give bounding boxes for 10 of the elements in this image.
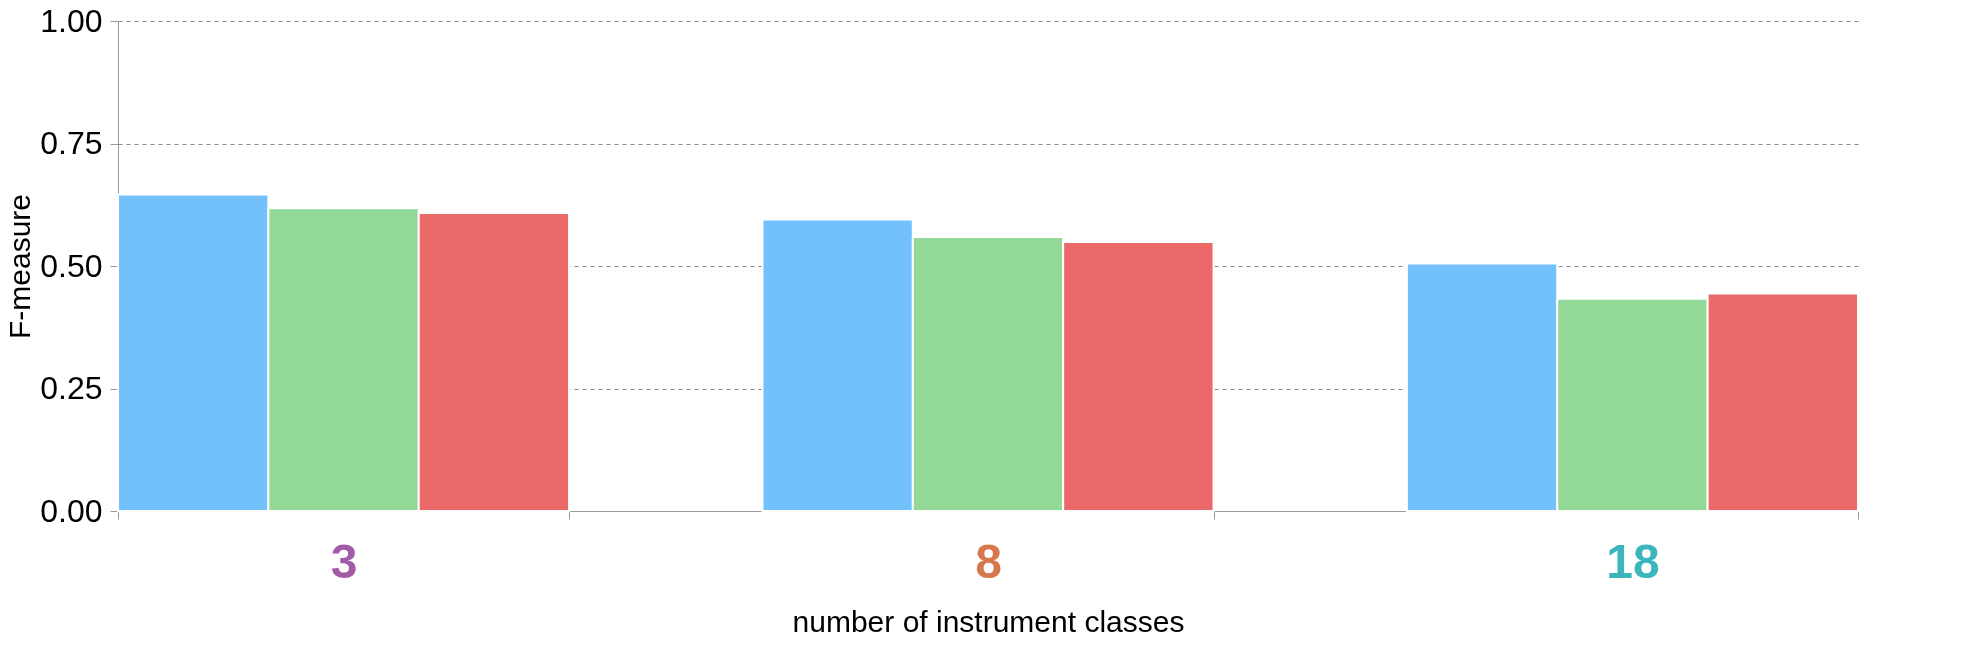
y-tick-label: 1.00 — [40, 2, 103, 39]
x-tick-label: 8 — [975, 534, 1002, 588]
x-tick-label: 18 — [1606, 534, 1660, 588]
x-axis-title: number of instrument classes — [792, 604, 1185, 638]
y-tick-label: 0.50 — [40, 247, 103, 284]
y-tick-label: 0.25 — [40, 370, 103, 406]
y-tick-label: 0.00 — [40, 492, 103, 529]
x-tick-label: 3 — [330, 534, 358, 588]
y-tick-label: 0.75 — [40, 125, 103, 161]
y-axis-title: F-measure — [3, 193, 37, 340]
